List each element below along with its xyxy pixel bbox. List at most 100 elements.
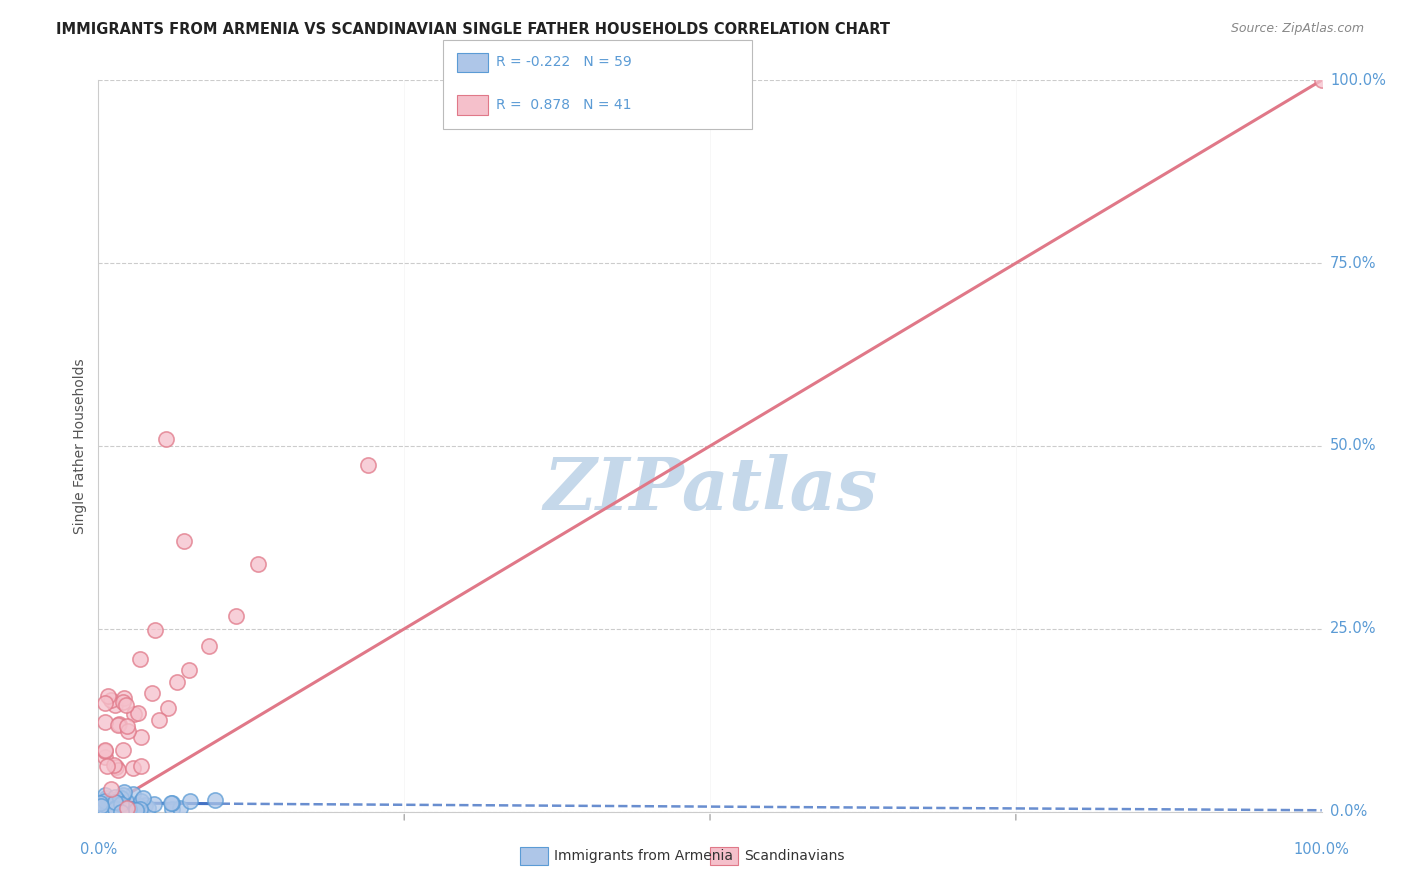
Point <box>169 801 191 815</box>
Point <box>114 698 136 712</box>
Point <box>104 790 127 805</box>
Point <box>97 800 120 814</box>
Point <box>110 797 132 811</box>
Point <box>179 794 201 808</box>
Point <box>100 782 122 797</box>
Point <box>108 805 131 819</box>
Point <box>198 639 221 653</box>
Point <box>112 695 135 709</box>
Point <box>129 794 152 808</box>
Text: 50.0%: 50.0% <box>1330 439 1376 453</box>
Text: Source: ZipAtlas.com: Source: ZipAtlas.com <box>1230 22 1364 36</box>
Point <box>110 805 132 819</box>
Point <box>1310 73 1333 87</box>
Point <box>98 803 121 817</box>
Text: 0.0%: 0.0% <box>80 842 117 857</box>
Point <box>101 804 124 818</box>
Point <box>177 664 200 678</box>
Point <box>94 715 117 730</box>
Point <box>97 690 120 704</box>
Point <box>90 798 112 813</box>
Point <box>108 789 131 804</box>
Point <box>101 802 124 816</box>
Point <box>107 794 129 808</box>
Point <box>90 799 112 814</box>
Point <box>247 557 270 571</box>
Point <box>204 793 226 807</box>
Text: Scandinavians: Scandinavians <box>744 849 844 863</box>
Point <box>101 803 124 817</box>
Point <box>104 795 127 809</box>
Point <box>125 803 148 817</box>
Y-axis label: Single Father Households: Single Father Households <box>73 359 87 533</box>
Point <box>111 798 134 813</box>
Point <box>90 797 112 812</box>
Point <box>112 743 135 757</box>
Point <box>93 744 115 758</box>
Point <box>103 758 125 772</box>
Point <box>104 698 127 712</box>
Text: R =  0.878   N = 41: R = 0.878 N = 41 <box>496 98 631 112</box>
Point <box>120 802 142 816</box>
Point <box>93 794 115 808</box>
Point <box>155 432 177 446</box>
Point <box>166 675 188 690</box>
Point <box>96 759 118 773</box>
Point <box>93 750 115 764</box>
Point <box>127 804 149 818</box>
Point <box>129 651 152 665</box>
Text: 75.0%: 75.0% <box>1330 256 1376 270</box>
Point <box>127 706 149 721</box>
Point <box>107 717 129 731</box>
Point <box>160 796 183 810</box>
Point <box>136 801 159 815</box>
Point <box>94 789 117 803</box>
Point <box>96 790 118 805</box>
Point <box>97 802 120 816</box>
Point <box>141 686 163 700</box>
Point <box>143 623 166 637</box>
Point <box>89 796 111 810</box>
Point <box>132 790 155 805</box>
Point <box>94 805 117 819</box>
Point <box>160 797 183 811</box>
Text: 0.0%: 0.0% <box>1330 805 1367 819</box>
Point <box>112 785 135 799</box>
Text: 100.0%: 100.0% <box>1330 73 1386 87</box>
Point <box>104 801 127 815</box>
Point <box>225 609 247 624</box>
Point <box>89 799 111 814</box>
Point <box>104 802 127 816</box>
Point <box>91 797 114 811</box>
Point <box>157 700 180 714</box>
Point <box>107 763 129 777</box>
Point <box>173 534 195 549</box>
Point <box>107 796 129 810</box>
Point <box>129 759 152 773</box>
Point <box>129 730 152 744</box>
Point <box>115 794 138 808</box>
Point <box>160 802 183 816</box>
Point <box>105 793 128 807</box>
Point <box>148 713 170 727</box>
Point <box>105 760 128 774</box>
Point <box>134 798 156 813</box>
Point <box>111 788 134 802</box>
Point <box>115 801 138 815</box>
Point <box>117 724 139 739</box>
Point <box>108 799 131 814</box>
Point <box>110 791 132 805</box>
Point <box>101 793 124 807</box>
Point <box>118 802 141 816</box>
Text: IMMIGRANTS FROM ARMENIA VS SCANDINAVIAN SINGLE FATHER HOUSEHOLDS CORRELATION CHA: IMMIGRANTS FROM ARMENIA VS SCANDINAVIAN … <box>56 22 890 37</box>
Point <box>105 798 128 813</box>
Point <box>121 802 143 816</box>
Point <box>105 803 128 817</box>
Point <box>107 718 129 732</box>
Point <box>122 707 145 722</box>
Point <box>100 693 122 707</box>
Point <box>127 797 149 812</box>
Point <box>122 787 145 801</box>
Point <box>93 696 115 710</box>
Point <box>97 801 120 815</box>
